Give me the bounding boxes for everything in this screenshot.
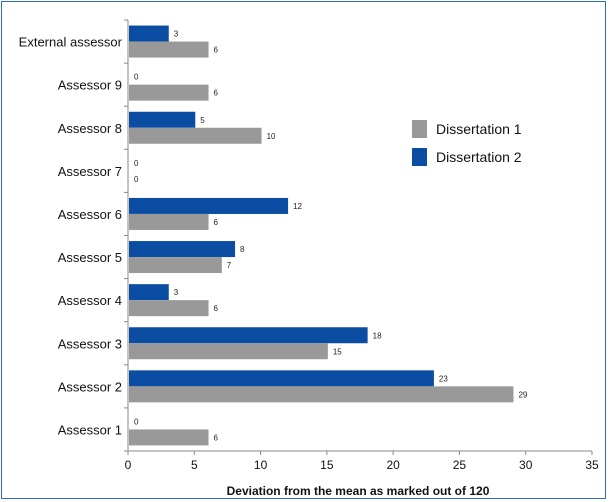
data-label: 29 [518,390,527,399]
category-label: Assessor 7 [58,164,122,179]
x-axis-title: Deviation from the mean as marked out of… [227,484,490,498]
data-label: 6 [214,433,219,442]
x-tick-label: 30 [519,458,533,472]
category-label: Assessor 2 [58,379,122,394]
bar-0 [129,300,209,317]
data-label: 6 [214,46,219,55]
bar-0 [129,343,328,360]
data-label: 0 [134,159,139,168]
bar-1 [129,241,236,258]
legend-label-0: Dissertation 1 [436,121,522,137]
x-tick-label: 20 [386,458,400,472]
data-label: 8 [240,245,245,254]
y-axis-labels: External assessor Assessor 9 Assessor 8 Ass… [19,35,123,438]
data-label: 7 [227,261,232,270]
x-tick-label: 35 [585,458,599,472]
bar-0 [129,429,209,446]
legend-swatch-1 [412,148,427,166]
x-tick-label: 0 [125,458,132,472]
data-label: 6 [214,218,219,227]
legend: Dissertation 1 Dissertation 2 [412,120,522,166]
x-tick-label: 5 [191,458,198,472]
data-label: 6 [214,304,219,313]
category-label: Assessor 8 [58,121,122,136]
bar-1 [129,111,196,128]
data-label: 3 [174,30,179,39]
data-label: 10 [267,132,276,141]
category-label: Assessor 1 [58,422,122,437]
data-label: 0 [134,73,139,82]
axes [124,19,592,452]
bar-0 [129,41,209,58]
bar-1 [129,284,169,301]
x-tick-label: 25 [453,458,467,472]
data-label: 5 [200,116,205,125]
category-label: External assessor [19,35,123,50]
data-label: 6 [214,89,219,98]
category-label: Assessor 3 [58,336,122,351]
bar-0 [129,386,514,403]
bar-1 [129,197,289,214]
category-label: Assessor 4 [58,293,122,308]
bar-1 [129,327,368,344]
x-axis-ticks: 0 5 10 15 20 25 30 35 [125,451,599,472]
data-label: 18 [373,331,382,340]
x-tick-label: 10 [254,458,268,472]
legend-label-1: Dissertation 2 [436,149,522,165]
category-label: Assessor 9 [58,78,122,93]
x-tick-label: 15 [320,458,334,472]
data-label: 12 [293,202,302,211]
data-label: 0 [134,417,139,426]
data-label: 23 [439,374,448,383]
bars: 3 6 0 6 5 10 0 0 12 6 87 3 6 18 15 23 29 0 6 [129,25,528,446]
bar-0 [129,213,209,230]
category-label: Assessor 6 [58,207,122,222]
data-label: 15 [333,347,342,356]
data-label: 0 [134,175,139,184]
data-label: 3 [174,288,179,297]
bar-1 [129,25,169,42]
legend-swatch-0 [412,120,427,138]
bar-0 [129,84,209,101]
bar-0 [129,257,222,274]
category-label: Assessor 5 [58,250,122,265]
bar-1 [129,370,434,387]
bar-0 [129,127,262,144]
